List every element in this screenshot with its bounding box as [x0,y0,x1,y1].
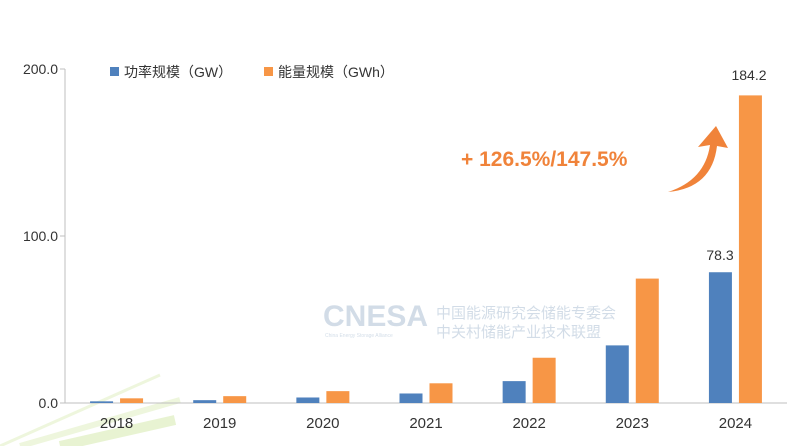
x-tick-label: 2022 [512,415,545,432]
bar-energy-2022 [532,357,556,403]
x-tick-label: 2024 [719,415,752,432]
legend-swatch-power [110,67,119,76]
legend-swatch-energy [264,67,273,76]
watermark-line1: 中国能源研究会储能专委会 [436,305,616,322]
bar-power-2024 [708,272,732,403]
legend-label-energy: 能量规模（GWh） [278,64,394,80]
growth-arrow-icon [668,126,728,192]
bar-energy-2018 [120,398,144,403]
watermark-line2: 中关村储能产业技术联盟 [436,324,601,341]
y-tick-label: 0.0 [39,395,59,411]
bar-power-2018 [90,401,114,403]
data-label-power-2024: 78.3 [706,247,733,263]
watermark-sub: China Energy Storage Alliance [325,333,393,339]
bar-power-2021 [399,393,423,403]
watermark: CNESA China Energy Storage Alliance 中国能源… [323,300,616,341]
growth-annotation: + 126.5%/147.5% [461,148,628,171]
x-tick-label: 2023 [616,415,649,432]
bar-power-2020 [296,397,320,403]
bar-power-2023 [605,345,629,403]
x-tick-label: 2020 [306,415,339,432]
y-tick-label: 100.0 [23,228,58,244]
data-label-energy-2024: 184.2 [731,67,766,83]
bar-energy-2020 [326,391,350,403]
legend-label-power: 功率规模（GW） [124,64,232,80]
bar-energy-2019 [223,396,247,403]
watermark-logo: CNESA [323,300,428,333]
bar-energy-2023 [635,278,659,403]
legend: 功率规模（GW） 能量规模（GWh） [110,64,394,80]
bar-energy-2024 [738,95,762,404]
x-tick-label: 2021 [409,415,442,432]
y-tick-label: 200.0 [23,61,58,77]
bar-energy-2021 [429,383,453,403]
bar-power-2019 [193,400,217,403]
x-tick-label: 2018 [100,415,133,432]
background-streaks [0,373,181,446]
x-tick-label: 2019 [203,415,236,432]
bar-power-2022 [502,381,526,403]
